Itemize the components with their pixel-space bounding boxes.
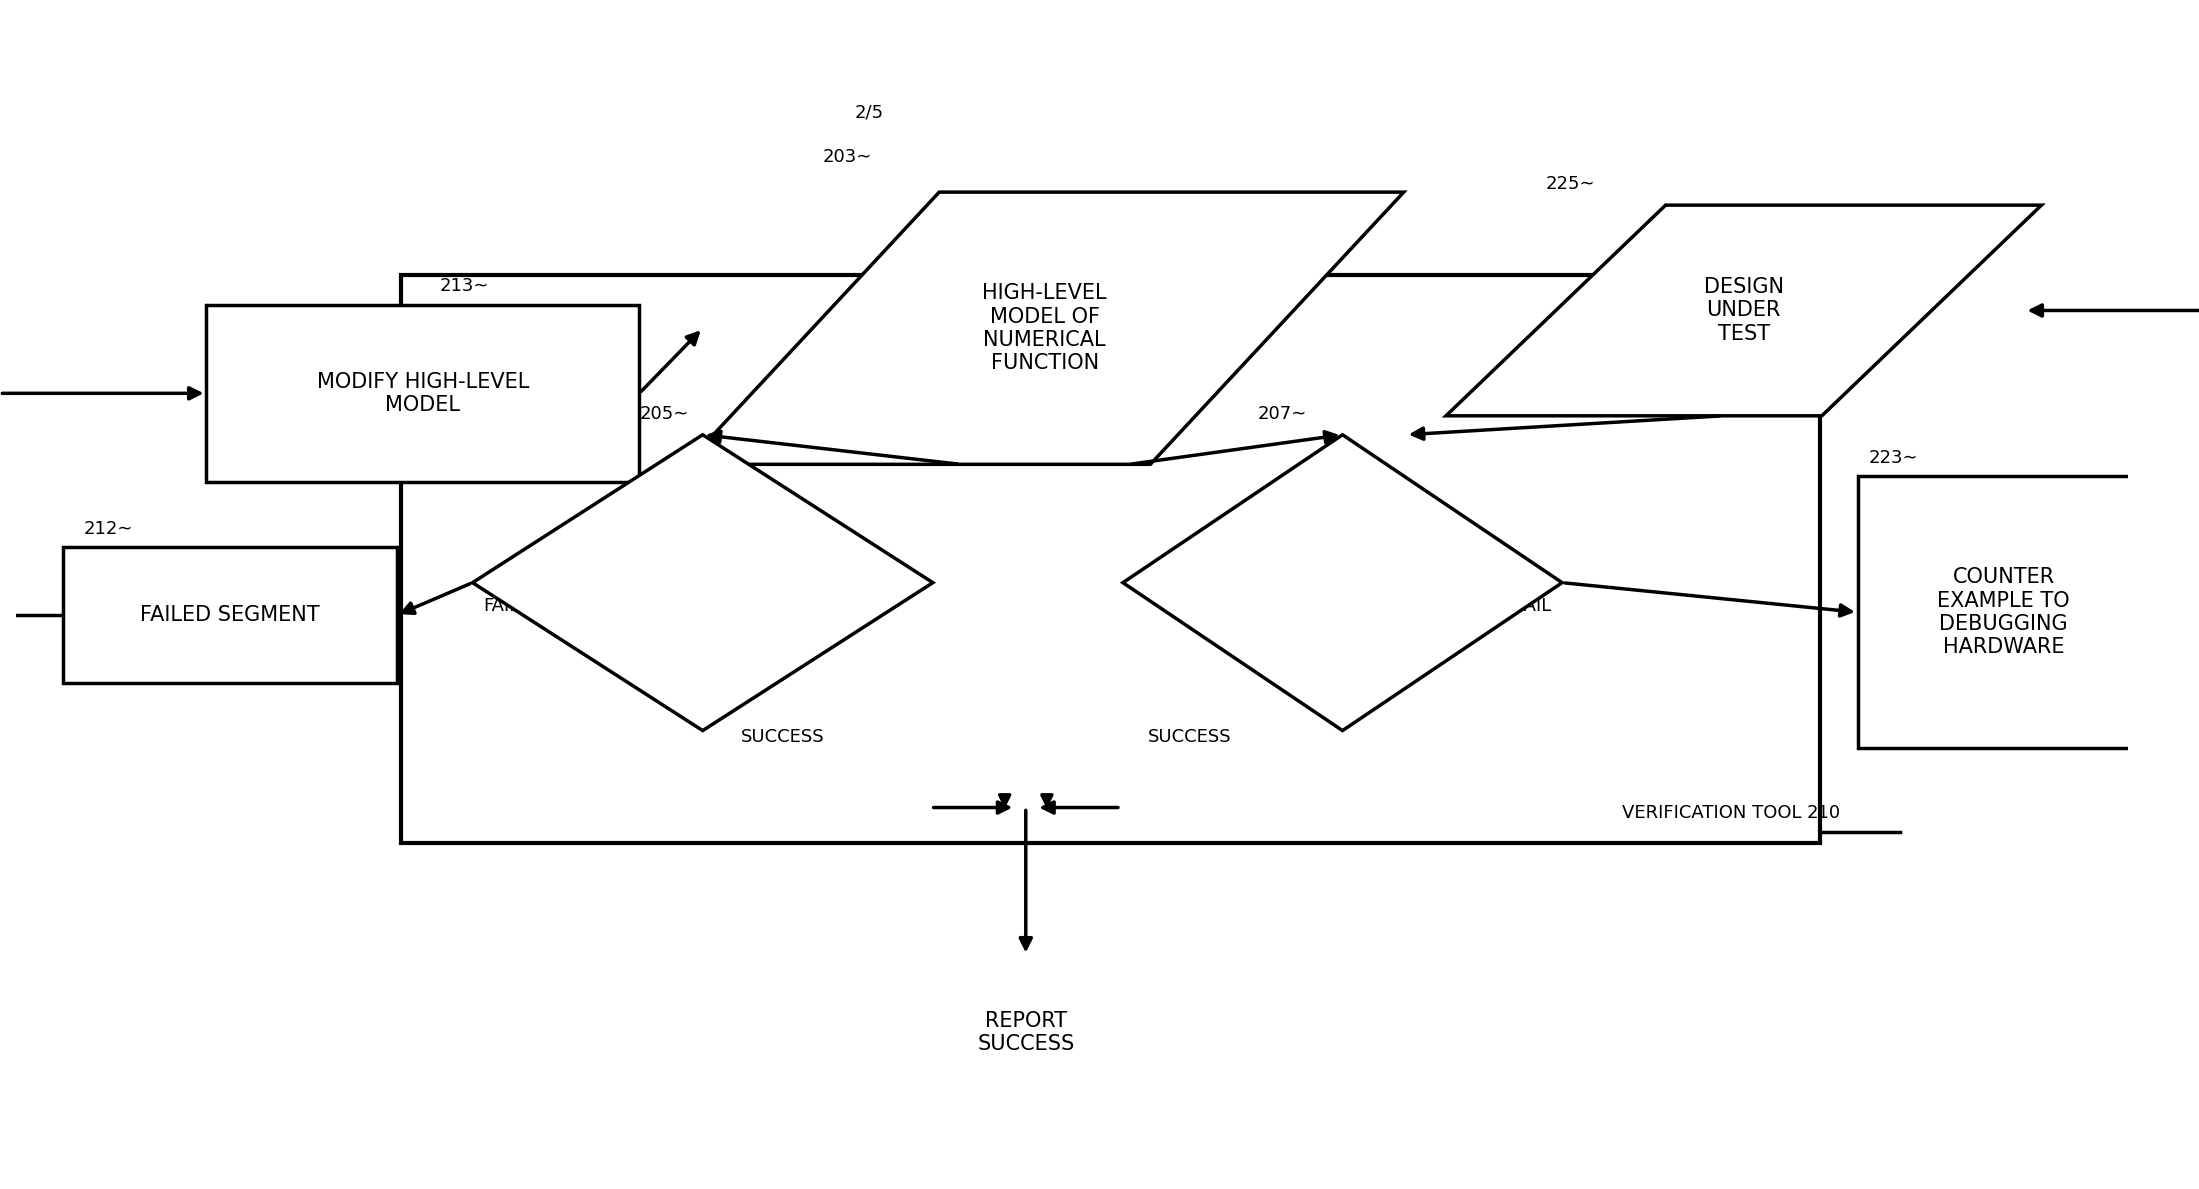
Polygon shape (1124, 435, 1561, 730)
Text: DESIGN
UNDER
TEST: DESIGN UNDER TEST (1704, 277, 1783, 344)
Text: 213∼: 213∼ (440, 277, 490, 295)
Bar (64, 547, 396, 684)
Polygon shape (1447, 206, 2041, 416)
Text: ALGORITHM
EVALUATION
PROCESS: ALGORITHM EVALUATION PROCESS (638, 549, 767, 616)
Bar (400, 275, 1821, 843)
Polygon shape (686, 193, 1403, 465)
Polygon shape (473, 435, 932, 730)
Text: SUCCESS: SUCCESS (1148, 728, 1231, 747)
Text: FAILED SEGMENT: FAILED SEGMENT (141, 605, 319, 625)
Text: EQUIVALENCE
CHECKING: EQUIVALENCE CHECKING (1269, 561, 1416, 604)
Text: MODIFY HIGH-LEVEL
MODEL: MODIFY HIGH-LEVEL MODEL (317, 372, 530, 415)
Text: REPORT
SUCCESS: REPORT SUCCESS (976, 1011, 1075, 1053)
Text: 2/5: 2/5 (855, 103, 884, 121)
Text: 210: 210 (1808, 804, 1841, 822)
Bar (1858, 476, 2148, 748)
Text: 203∼: 203∼ (822, 149, 873, 166)
Text: 225∼: 225∼ (1546, 175, 1594, 194)
Text: VERIFICATION TOOL: VERIFICATION TOOL (1623, 804, 1808, 822)
Text: HIGH-LEVEL
MODEL OF
NUMERICAL
FUNCTION: HIGH-LEVEL MODEL OF NUMERICAL FUNCTION (983, 283, 1106, 373)
Text: 223∼: 223∼ (1869, 448, 1918, 467)
Text: 207∼: 207∼ (1258, 405, 1308, 423)
Text: FAIL: FAIL (1515, 597, 1552, 615)
Text: COUNTER
EXAMPLE TO
DEBUGGING
HARDWARE: COUNTER EXAMPLE TO DEBUGGING HARDWARE (1937, 567, 2069, 658)
Text: 205∼: 205∼ (640, 405, 688, 423)
Bar (207, 304, 640, 482)
Text: SUCCESS: SUCCESS (741, 728, 825, 747)
Text: FAIL: FAIL (484, 597, 519, 615)
Text: 212∼: 212∼ (84, 520, 134, 537)
